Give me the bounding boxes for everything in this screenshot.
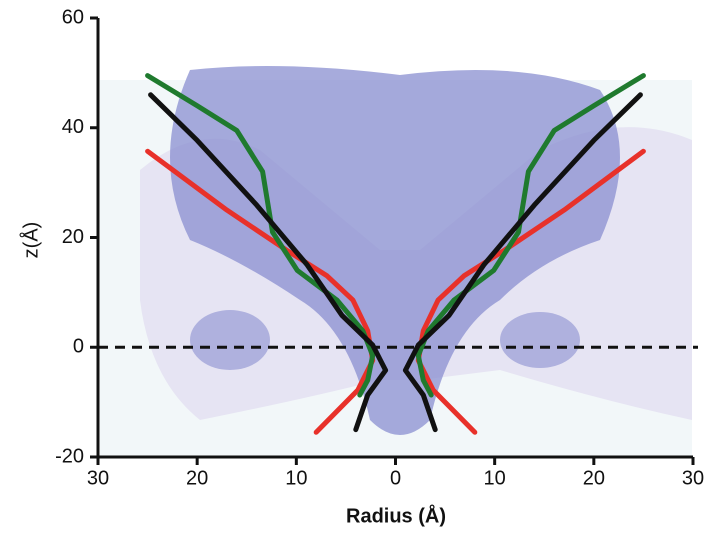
y-tick-label: 40 [62, 116, 84, 138]
line-series [148, 92, 643, 433]
x-tick-label: 10 [484, 467, 506, 489]
protein-lobe [500, 312, 580, 368]
y-tick-label: 20 [62, 226, 84, 248]
line-series [145, 148, 646, 435]
x-tick-label: 30 [682, 467, 704, 489]
x-tick-label: 30 [87, 467, 109, 489]
x-axis-label: Radius (Å) [346, 503, 446, 527]
y-axis-label: z(Å) [19, 222, 42, 259]
y-tick-label: 60 [62, 6, 84, 28]
protein-surface-dark [170, 66, 620, 435]
protein-lobe [190, 310, 270, 370]
y-tick-label: 0 [73, 336, 84, 358]
x-tick-label: 10 [285, 467, 307, 489]
molecule-image [100, 66, 692, 456]
x-tick-label: 20 [186, 467, 208, 489]
line-series [145, 73, 646, 398]
x-tick-label: 0 [390, 467, 401, 489]
y-tick-label: -20 [55, 445, 84, 467]
x-tick-label: 20 [583, 467, 605, 489]
